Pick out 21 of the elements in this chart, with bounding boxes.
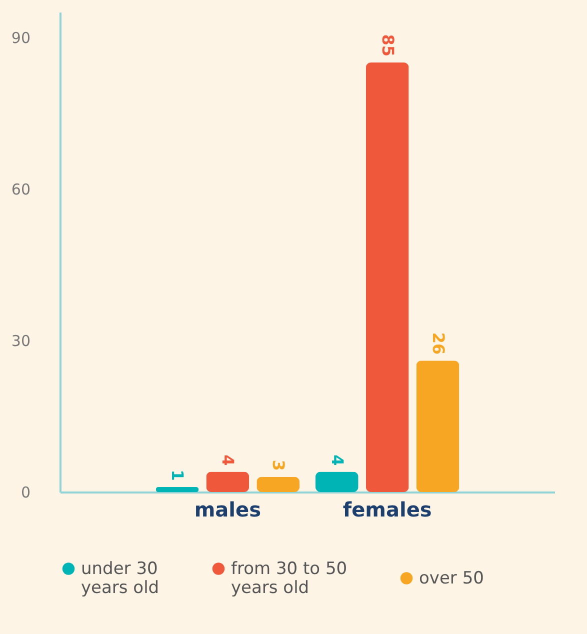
bar xyxy=(366,62,409,492)
x-tick-label: males xyxy=(194,498,261,522)
bar xyxy=(416,360,460,492)
x-tick-label: females xyxy=(342,498,432,522)
bar xyxy=(156,486,199,492)
bar xyxy=(206,472,250,492)
y-tick-label: 0 xyxy=(20,484,30,502)
data-label: 4 xyxy=(218,454,238,466)
y-tick-label: 90 xyxy=(11,28,30,47)
bar xyxy=(315,472,358,492)
data-label: 26 xyxy=(428,332,448,355)
legend-label: from 30 to 50 years old xyxy=(231,558,348,598)
data-label: 1 xyxy=(168,470,188,481)
data-label: 85 xyxy=(378,34,398,57)
bar xyxy=(256,476,300,492)
y-tick-label: 60 xyxy=(11,180,30,198)
data-label: 3 xyxy=(269,460,288,471)
legend-label: under 30 years old xyxy=(81,558,160,598)
legend-label: over 50 xyxy=(419,568,484,588)
data-label: 4 xyxy=(328,454,347,466)
y-tick-label: 30 xyxy=(11,332,30,350)
